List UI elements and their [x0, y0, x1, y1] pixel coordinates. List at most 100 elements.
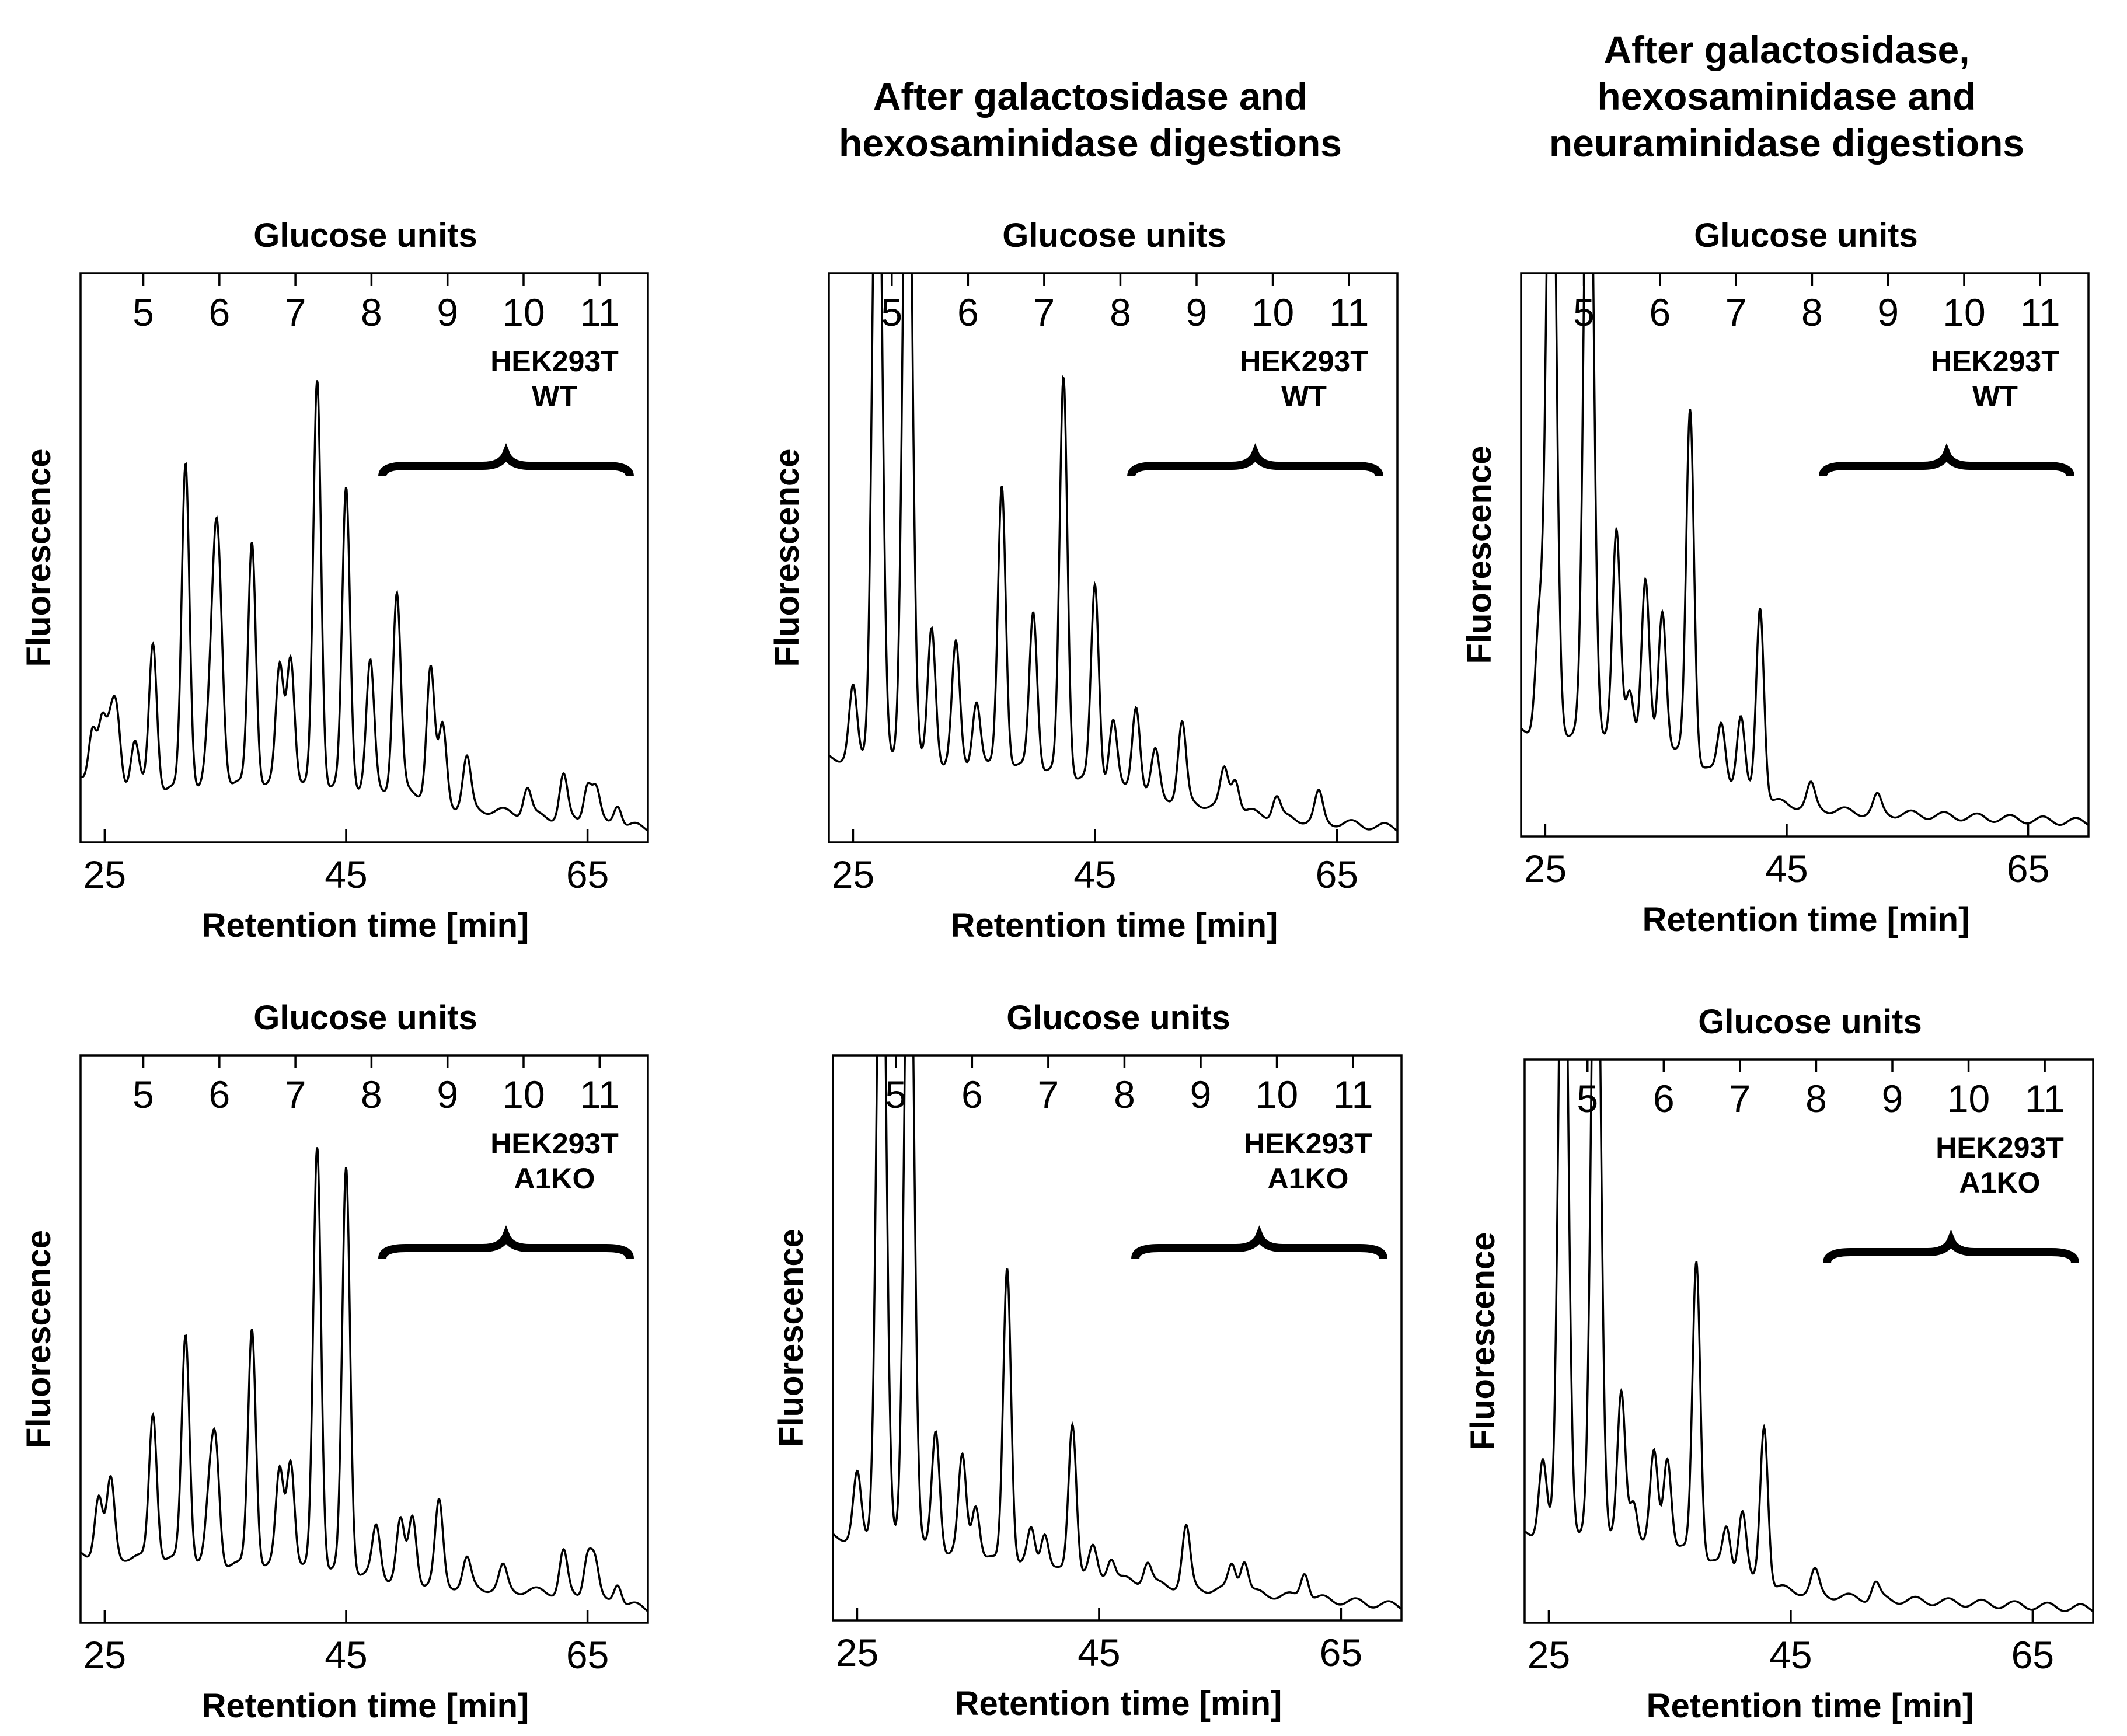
top-tick-label-11: 11: [1333, 1073, 1373, 1116]
x-tick-label-45: 45: [325, 853, 367, 896]
top-tick-label-8: 8: [1114, 1073, 1135, 1116]
x-axis-title: Retention time [min]: [955, 1685, 1282, 1723]
chromatogram-trace: [81, 1147, 648, 1612]
plot-frame: [79, 272, 649, 843]
top-tick-label-5: 5: [1573, 291, 1595, 334]
x-axis-title: Retention time [min]: [1647, 1687, 1974, 1725]
top-axis-title: Glucose units: [1006, 999, 1230, 1037]
column-title-2: After galactosidase and hexosaminidase d…: [769, 73, 1411, 166]
x-axis-title: Retention time [min]: [951, 907, 1278, 944]
chromatogram-trace: [833, 1055, 1401, 1610]
chromatogram-trace: [1521, 273, 2088, 826]
top-tick-label-10: 10: [1256, 1073, 1298, 1116]
sample-label-line-2: WT: [532, 380, 577, 413]
x-tick-label-25: 25: [836, 1631, 878, 1674]
top-tick-label-5: 5: [885, 1073, 906, 1116]
top-axis-title: Glucose units: [1694, 217, 1918, 255]
top-tick-label-11: 11: [1329, 291, 1369, 334]
top-axis-title: Glucose units: [253, 999, 477, 1037]
plot-frame: [1520, 272, 2090, 838]
column-title-3-line-3: neuraminidase digestions: [1549, 121, 2025, 165]
top-tick-label-10: 10: [502, 291, 545, 334]
top-tick-label-5: 5: [132, 291, 154, 334]
y-axis-title: Fluorescence: [768, 449, 806, 667]
sample-label-line-2: A1KO: [1268, 1162, 1349, 1195]
x-tick-label-65: 65: [566, 1633, 609, 1676]
sample-label-line-1: HEK293T: [1936, 1131, 2064, 1164]
sample-label-line-1: HEK293T: [1931, 345, 2059, 378]
top-tick-label-6: 6: [1649, 291, 1671, 334]
x-tick-label-25: 25: [83, 1633, 126, 1676]
top-tick-label-7: 7: [1034, 291, 1055, 334]
x-tick-label-25: 25: [83, 853, 126, 896]
chromatogram-trace: [829, 273, 1397, 832]
x-axis-title: Retention time [min]: [202, 1687, 529, 1725]
sample-label-line-2: A1KO: [514, 1162, 595, 1195]
sample-label-line-2: WT: [1972, 380, 2018, 413]
chart-panel-6: 25 45 65 5 6 7 8 9 10 11 Glucose units Retention ti…: [1464, 1003, 2094, 1725]
x-tick-label-65: 65: [2011, 1633, 2054, 1676]
sample-label-line-2: A1KO: [1959, 1166, 2041, 1199]
top-tick-label-7: 7: [1038, 1073, 1059, 1116]
x-tick-label-25: 25: [1528, 1633, 1570, 1676]
top-tick-label-8: 8: [361, 1073, 382, 1116]
x-tick-label-25: 25: [832, 853, 874, 896]
top-tick-label-5: 5: [881, 291, 902, 334]
column-title-2-line-2: hexosaminidase digestions: [839, 121, 1342, 165]
chart-panel-4: 25 45 65 5 6 7 8 9 10 11 Glucose units Retention ti…: [20, 999, 649, 1725]
top-tick-label-9: 9: [1190, 1073, 1212, 1116]
top-tick-label-11: 11: [2025, 1077, 2065, 1120]
n-glycan-bracket: [1127, 443, 1383, 477]
plot-frame: [79, 1054, 649, 1624]
n-glycan-bracket: [378, 1225, 634, 1259]
top-tick-label-6: 6: [1653, 1077, 1675, 1120]
sample-label-line-1: HEK293T: [1244, 1127, 1372, 1160]
sample-label-line-1: HEK293T: [490, 345, 619, 378]
sample-label-line-1: HEK293T: [1240, 345, 1368, 378]
top-tick-label-7: 7: [285, 291, 306, 334]
top-tick-label-10: 10: [502, 1073, 545, 1116]
x-axis-title: Retention time [min]: [202, 907, 529, 944]
x-tick-label-65: 65: [1316, 853, 1358, 896]
x-tick-label-45: 45: [1073, 853, 1116, 896]
chart-panel-5: 25 45 65 5 6 7 8 9 10 11 Glucose units Retention ti…: [772, 999, 1403, 1723]
top-tick-label-6: 6: [208, 291, 230, 334]
top-tick-label-10: 10: [1251, 291, 1294, 334]
top-tick-label-8: 8: [1110, 291, 1131, 334]
y-axis-title: Fluorescence: [1460, 446, 1498, 664]
top-tick-label-8: 8: [1801, 291, 1823, 334]
column-title-3-line-2: hexosaminidase and: [1597, 75, 1976, 118]
plot-frame: [1523, 1058, 2094, 1624]
column-title-3: After galactosidase, hexosaminidase and …: [1466, 26, 2108, 166]
top-tick-label-9: 9: [437, 1073, 458, 1116]
n-glycan-bracket: [1131, 1225, 1387, 1259]
top-tick-label-9: 9: [1882, 1077, 1903, 1120]
sample-label-line-2: WT: [1281, 380, 1327, 413]
chromatogram-trace: [1525, 1059, 2093, 1612]
top-tick-label-6: 6: [957, 291, 979, 334]
top-tick-label-9: 9: [1186, 291, 1208, 334]
x-tick-label-65: 65: [1320, 1631, 1362, 1674]
top-axis-title: Glucose units: [1698, 1003, 1922, 1041]
top-tick-label-11: 11: [580, 291, 620, 334]
x-tick-label-45: 45: [325, 1633, 367, 1676]
top-tick-label-7: 7: [1730, 1077, 1751, 1120]
top-tick-label-6: 6: [961, 1073, 983, 1116]
x-tick-label-25: 25: [1524, 847, 1567, 890]
chart-panel-1: 25 45 65 5 6 7 8 9 10 11 Glucose units Retention ti…: [20, 217, 649, 944]
top-tick-label-8: 8: [361, 291, 382, 334]
column-title-2-line-1: After galactosidase and: [873, 75, 1308, 118]
top-tick-label-11: 11: [2020, 291, 2060, 334]
y-axis-title: Fluorescence: [772, 1229, 810, 1447]
x-tick-label-65: 65: [566, 853, 609, 896]
top-tick-label-5: 5: [1577, 1077, 1598, 1120]
x-tick-label-45: 45: [1078, 1631, 1120, 1674]
chart-panel-2: 25 45 65 5 6 7 8 9 10 11 Glucose units Retention ti…: [768, 217, 1399, 944]
y-axis-title: Fluorescence: [1464, 1232, 1502, 1451]
chromatogram-trace: [81, 380, 648, 832]
top-tick-label-7: 7: [1725, 291, 1747, 334]
sample-label-line-1: HEK293T: [490, 1127, 619, 1160]
column-title-3-line-1: After galactosidase,: [1603, 28, 1970, 71]
top-tick-label-6: 6: [208, 1073, 230, 1116]
